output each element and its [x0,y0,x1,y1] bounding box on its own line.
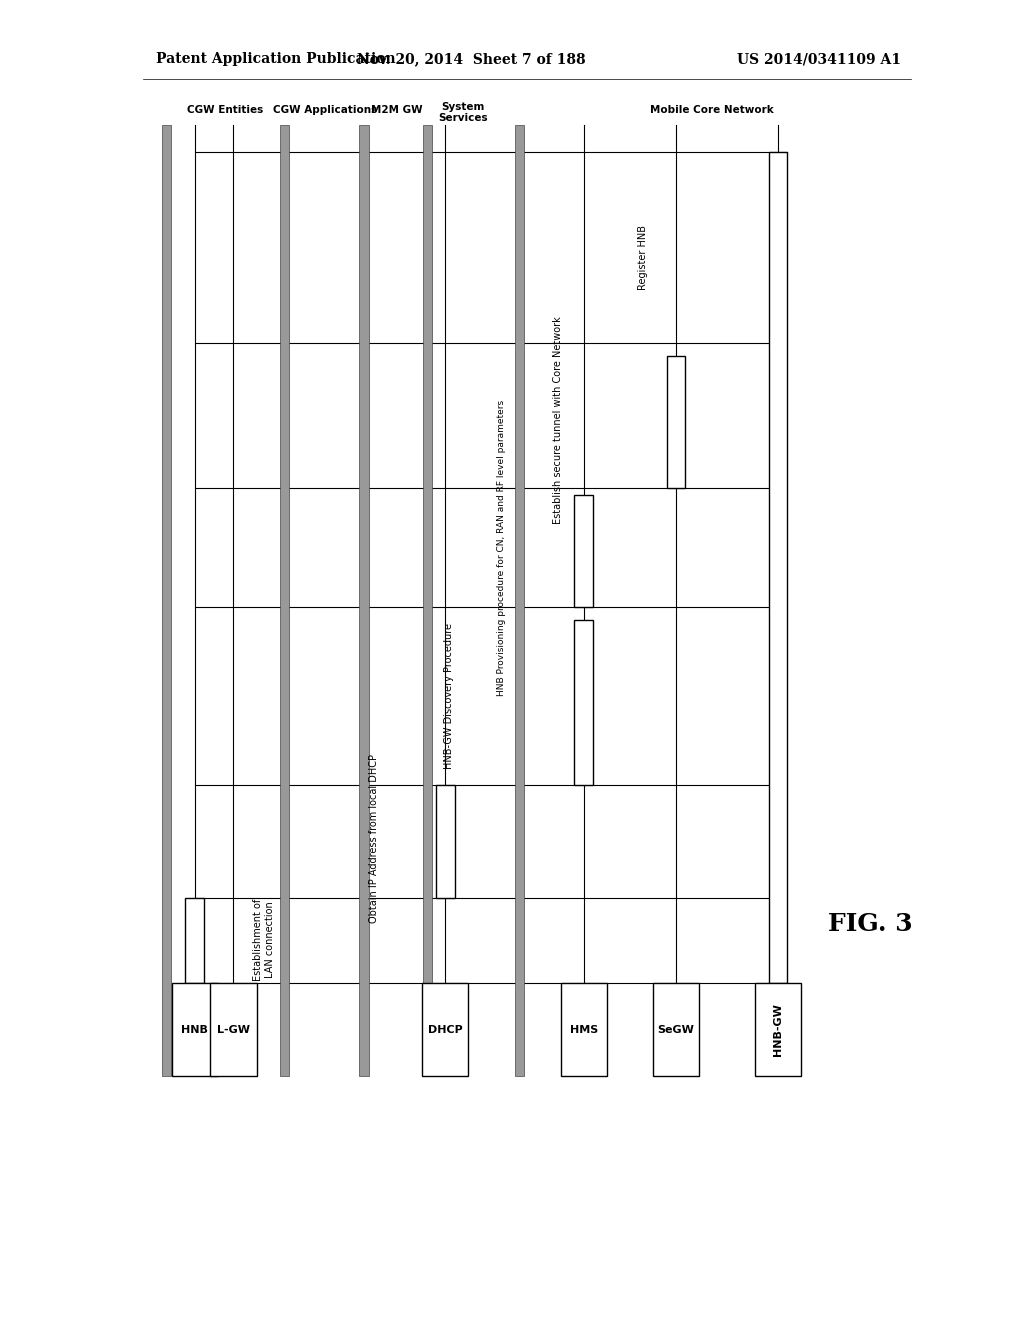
Text: Establish secure tunnel with Core Network: Establish secure tunnel with Core Networ… [553,315,563,524]
Text: HMS: HMS [569,1024,598,1035]
Text: Obtain IP Address from local DHCP: Obtain IP Address from local DHCP [369,754,379,923]
Text: FIG. 3: FIG. 3 [828,912,912,936]
Text: HNB-GW: HNB-GW [773,1003,783,1056]
Text: CGW Applications: CGW Applications [273,104,377,115]
Bar [172,983,218,1076]
Text: HNB-GW Discovery Procedure: HNB-GW Discovery Procedure [443,623,454,768]
Bar [162,125,171,1076]
Bar [667,356,685,488]
Text: M2M GW: M2M GW [372,104,423,115]
Text: Mobile Core Network: Mobile Core Network [650,104,773,115]
Bar [769,152,787,983]
Text: Services: Services [438,112,488,123]
Text: L-GW: L-GW [217,1024,250,1035]
Bar [280,125,289,1076]
Text: Register HNB: Register HNB [638,224,648,290]
Bar [756,983,802,1076]
Text: CGW Entities: CGW Entities [187,104,263,115]
Bar [436,785,455,898]
Bar [561,983,606,1076]
Bar [653,983,699,1076]
Text: HNB Provisioning procedure for CN, RAN and RF level parameters: HNB Provisioning procedure for CN, RAN a… [498,400,506,696]
Text: HNB: HNB [181,1024,208,1035]
Bar [423,125,432,1076]
Text: SeGW: SeGW [657,1024,694,1035]
Bar [515,125,524,1076]
Bar [211,983,256,1076]
Text: US 2014/0341109 A1: US 2014/0341109 A1 [737,53,901,66]
Text: Nov. 20, 2014  Sheet 7 of 188: Nov. 20, 2014 Sheet 7 of 188 [356,53,586,66]
Text: Patent Application Publication: Patent Application Publication [156,53,395,66]
Bar [574,495,593,607]
Bar [185,898,204,983]
Text: Establishment of
LAN connection: Establishment of LAN connection [253,899,275,981]
Bar [422,983,468,1076]
Bar [359,125,369,1076]
Bar [574,620,593,785]
Text: System: System [441,102,485,112]
Text: DHCP: DHCP [428,1024,463,1035]
